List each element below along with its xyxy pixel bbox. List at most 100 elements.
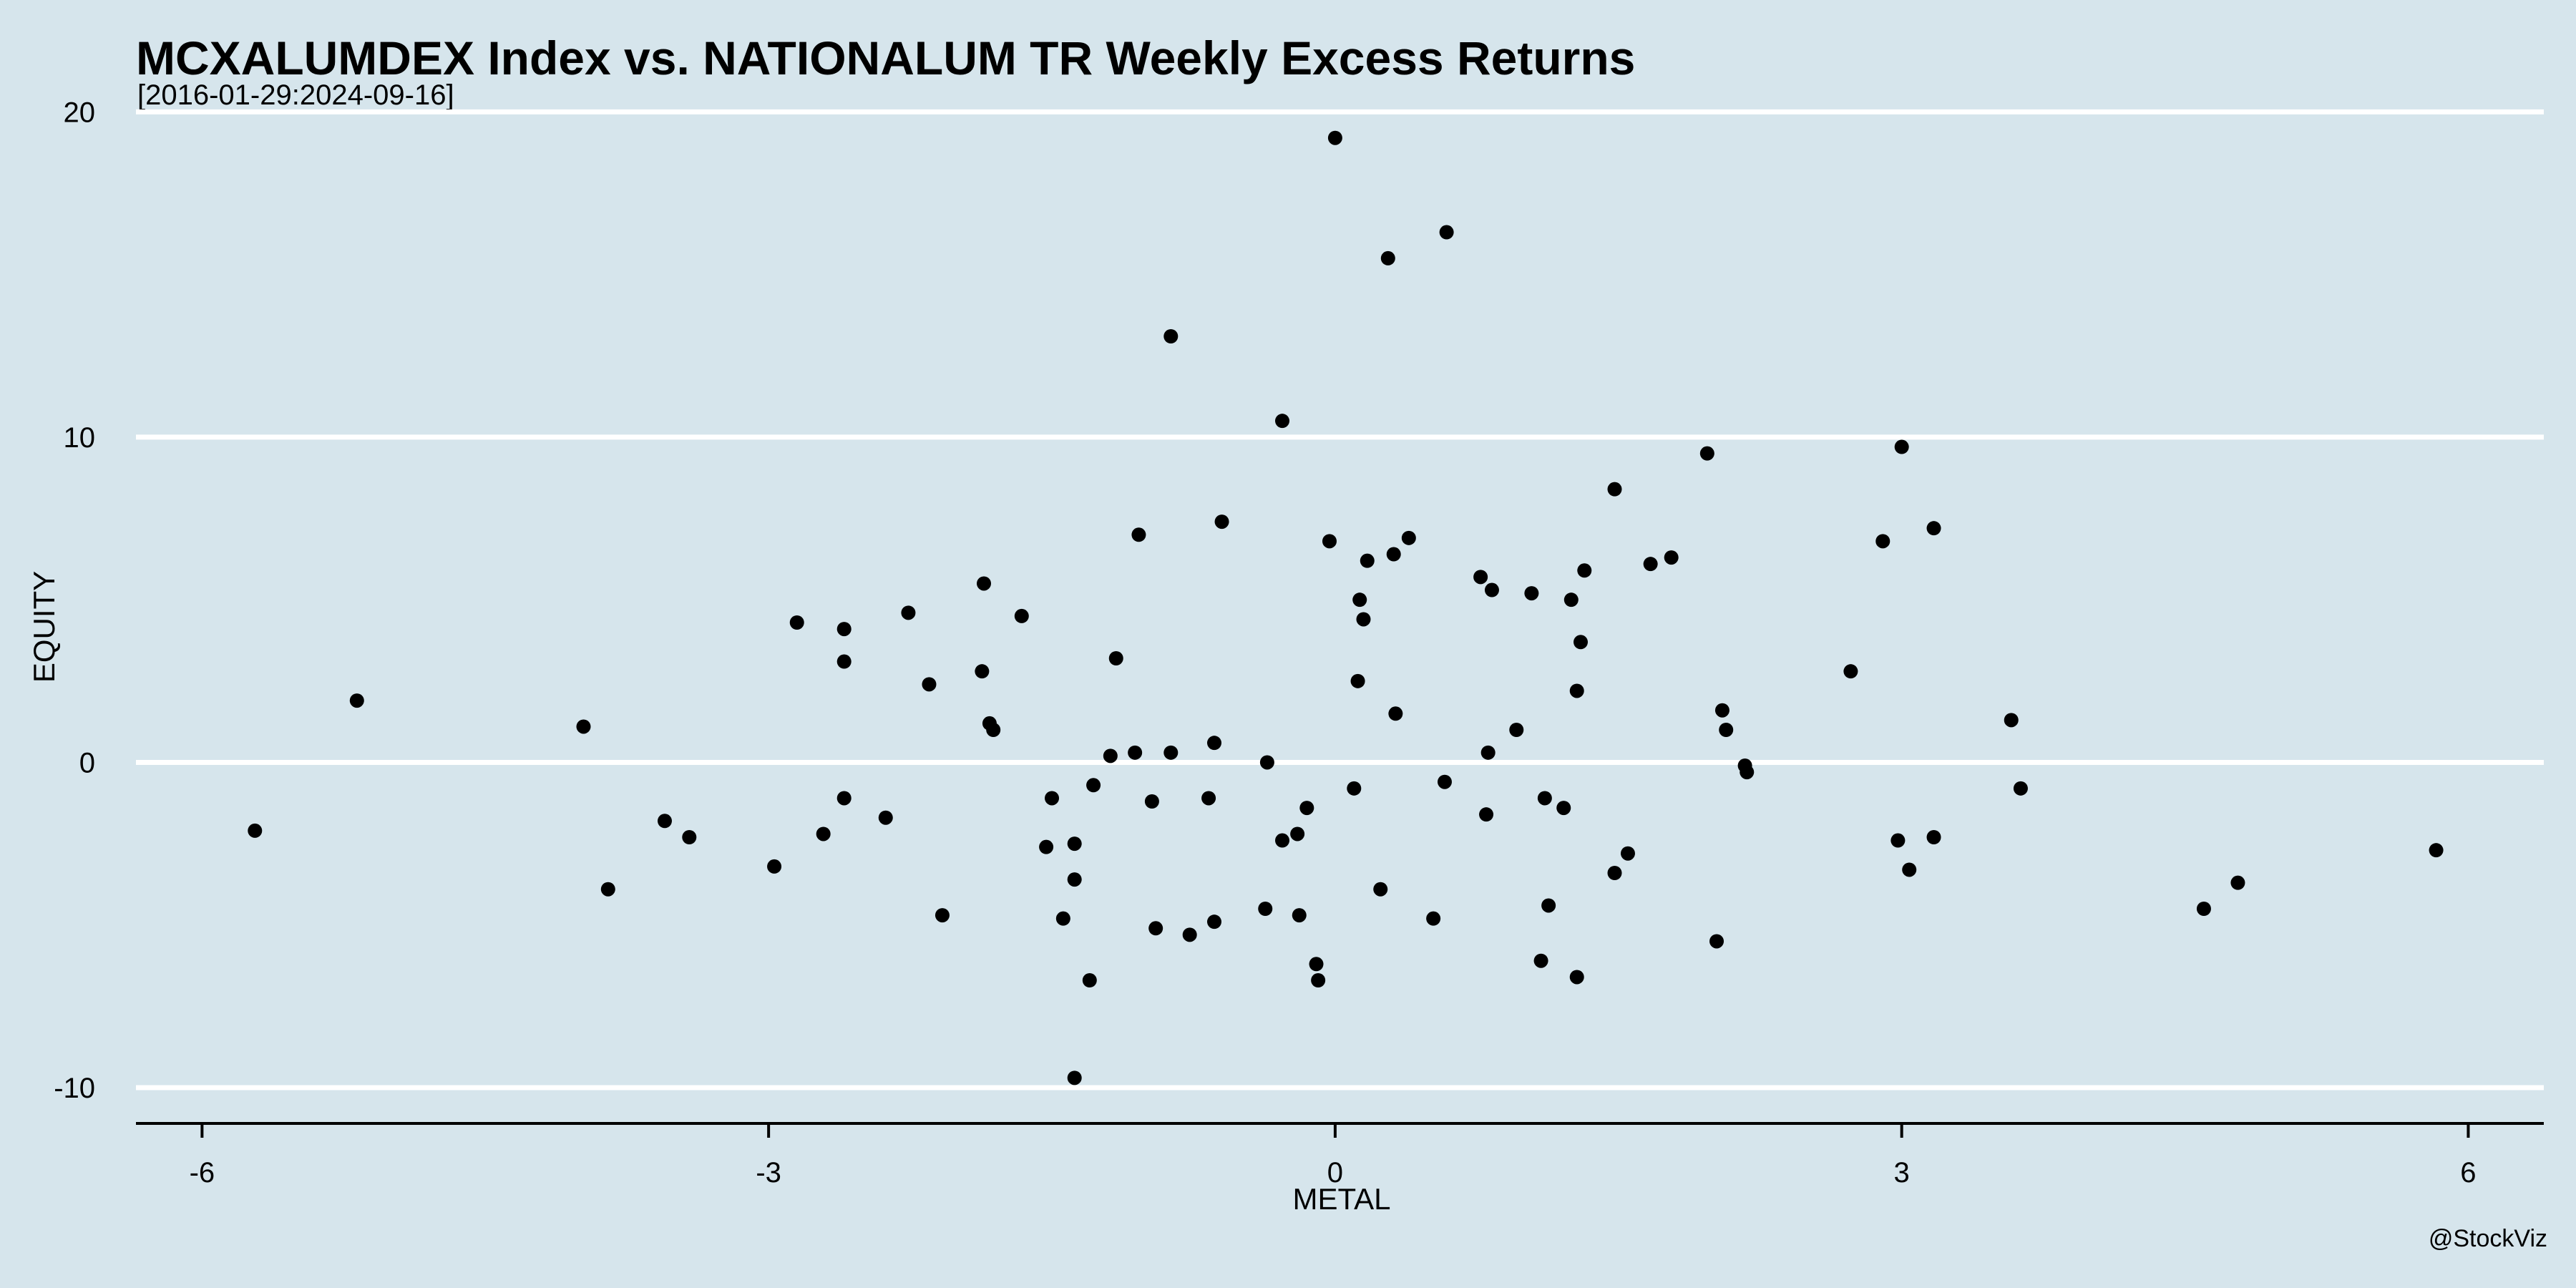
x-tick-label: -3 [756,1157,781,1189]
y-tick-label: -10 [54,1073,95,1104]
data-point [1352,592,1367,608]
data-point [1479,807,1494,822]
data-point [1719,723,1734,737]
data-point [1709,934,1724,949]
x-tick-label: 0 [1327,1157,1343,1189]
x-tick-label: 6 [2460,1157,2476,1189]
data-point [1067,872,1082,887]
data-point [1563,592,1579,608]
data-point [682,830,697,844]
data-point [836,622,852,637]
data-point [1480,745,1496,760]
data-point [1055,911,1070,926]
data-point [1163,745,1179,760]
data-point [1556,801,1571,816]
data-points [248,130,2444,1085]
data-point [1714,703,1729,718]
data-point [1275,414,1290,429]
data-point [1163,329,1179,343]
data-point [1437,774,1452,789]
x-tick-label: -6 [190,1157,215,1189]
data-point [767,859,782,874]
data-point [1533,953,1548,968]
y-axis-ticks: -10 0 10 20 [54,97,95,1104]
data-point [1574,635,1588,650]
data-point [1569,683,1584,698]
data-point [1206,914,1221,930]
data-point [1045,791,1060,806]
data-point [2230,875,2245,890]
data-point [1082,973,1097,987]
data-point [1541,898,1556,913]
data-point [1067,1070,1082,1085]
y-tick-label: 10 [64,422,96,454]
data-point [975,664,990,679]
data-point [1309,957,1324,972]
x-axis-label: METAL [1293,1182,1391,1216]
data-point [576,719,591,734]
data-point [1144,794,1159,809]
data-point [1360,553,1375,568]
x-tick-label: 3 [1894,1157,1910,1189]
credit-text: @StockViz [2429,1225,2547,1252]
data-point [2013,781,2028,796]
data-point [1607,482,1622,497]
data-point [878,810,893,825]
data-point [1148,921,1163,936]
data-point [1292,908,1307,923]
data-point [600,882,615,897]
data-point [1524,586,1539,601]
data-point [1067,836,1082,852]
data-point [1577,563,1592,578]
data-point [1401,530,1416,545]
data-point [1643,557,1658,572]
data-point [1388,706,1403,721]
y-axis-label: EQUITY [27,571,61,683]
data-point [1327,130,1342,145]
chart-title: MCXALUMDEX Index vs. NATIONALUM TR Weekl… [136,31,1635,84]
chart-subtitle: [2016-01-29:2024-09-16] [137,79,454,111]
data-point [1373,882,1388,897]
data-point [1350,673,1365,688]
data-point [1039,839,1054,854]
x-axis-ticks: -6 -3 0 3 6 [190,1123,2477,1189]
data-point [1214,514,1229,530]
data-point [816,826,831,841]
data-point [1347,781,1362,796]
data-point [2004,713,2019,728]
data-point [1201,791,1216,806]
data-point [657,814,672,829]
data-point [1275,833,1290,848]
data-point [1473,570,1488,585]
data-point [901,605,916,620]
data-point [1740,765,1755,780]
y-tick-label: 20 [64,97,96,128]
data-point [977,576,992,591]
data-point [986,723,1001,737]
data-point [1182,927,1197,942]
data-point [935,908,950,923]
data-point [2196,902,2211,916]
data-point [836,654,852,669]
data-point [1843,664,1858,679]
data-point [1128,745,1143,760]
data-point [1290,826,1305,841]
data-point [1014,608,1029,623]
data-point [836,791,852,806]
data-point [1322,534,1337,549]
data-point [1607,866,1622,880]
data-point [349,693,364,708]
data-point [1426,911,1441,926]
data-point [1386,547,1401,562]
y-tick-label: 0 [79,747,95,779]
data-point [1086,778,1101,793]
data-point [1926,830,1941,844]
data-point [1890,833,1906,848]
y-gridlines [136,109,2544,1091]
data-point [1699,446,1714,461]
data-point [1509,723,1524,737]
data-point [1484,582,1499,597]
data-point [1108,651,1123,665]
data-point [1537,791,1552,806]
